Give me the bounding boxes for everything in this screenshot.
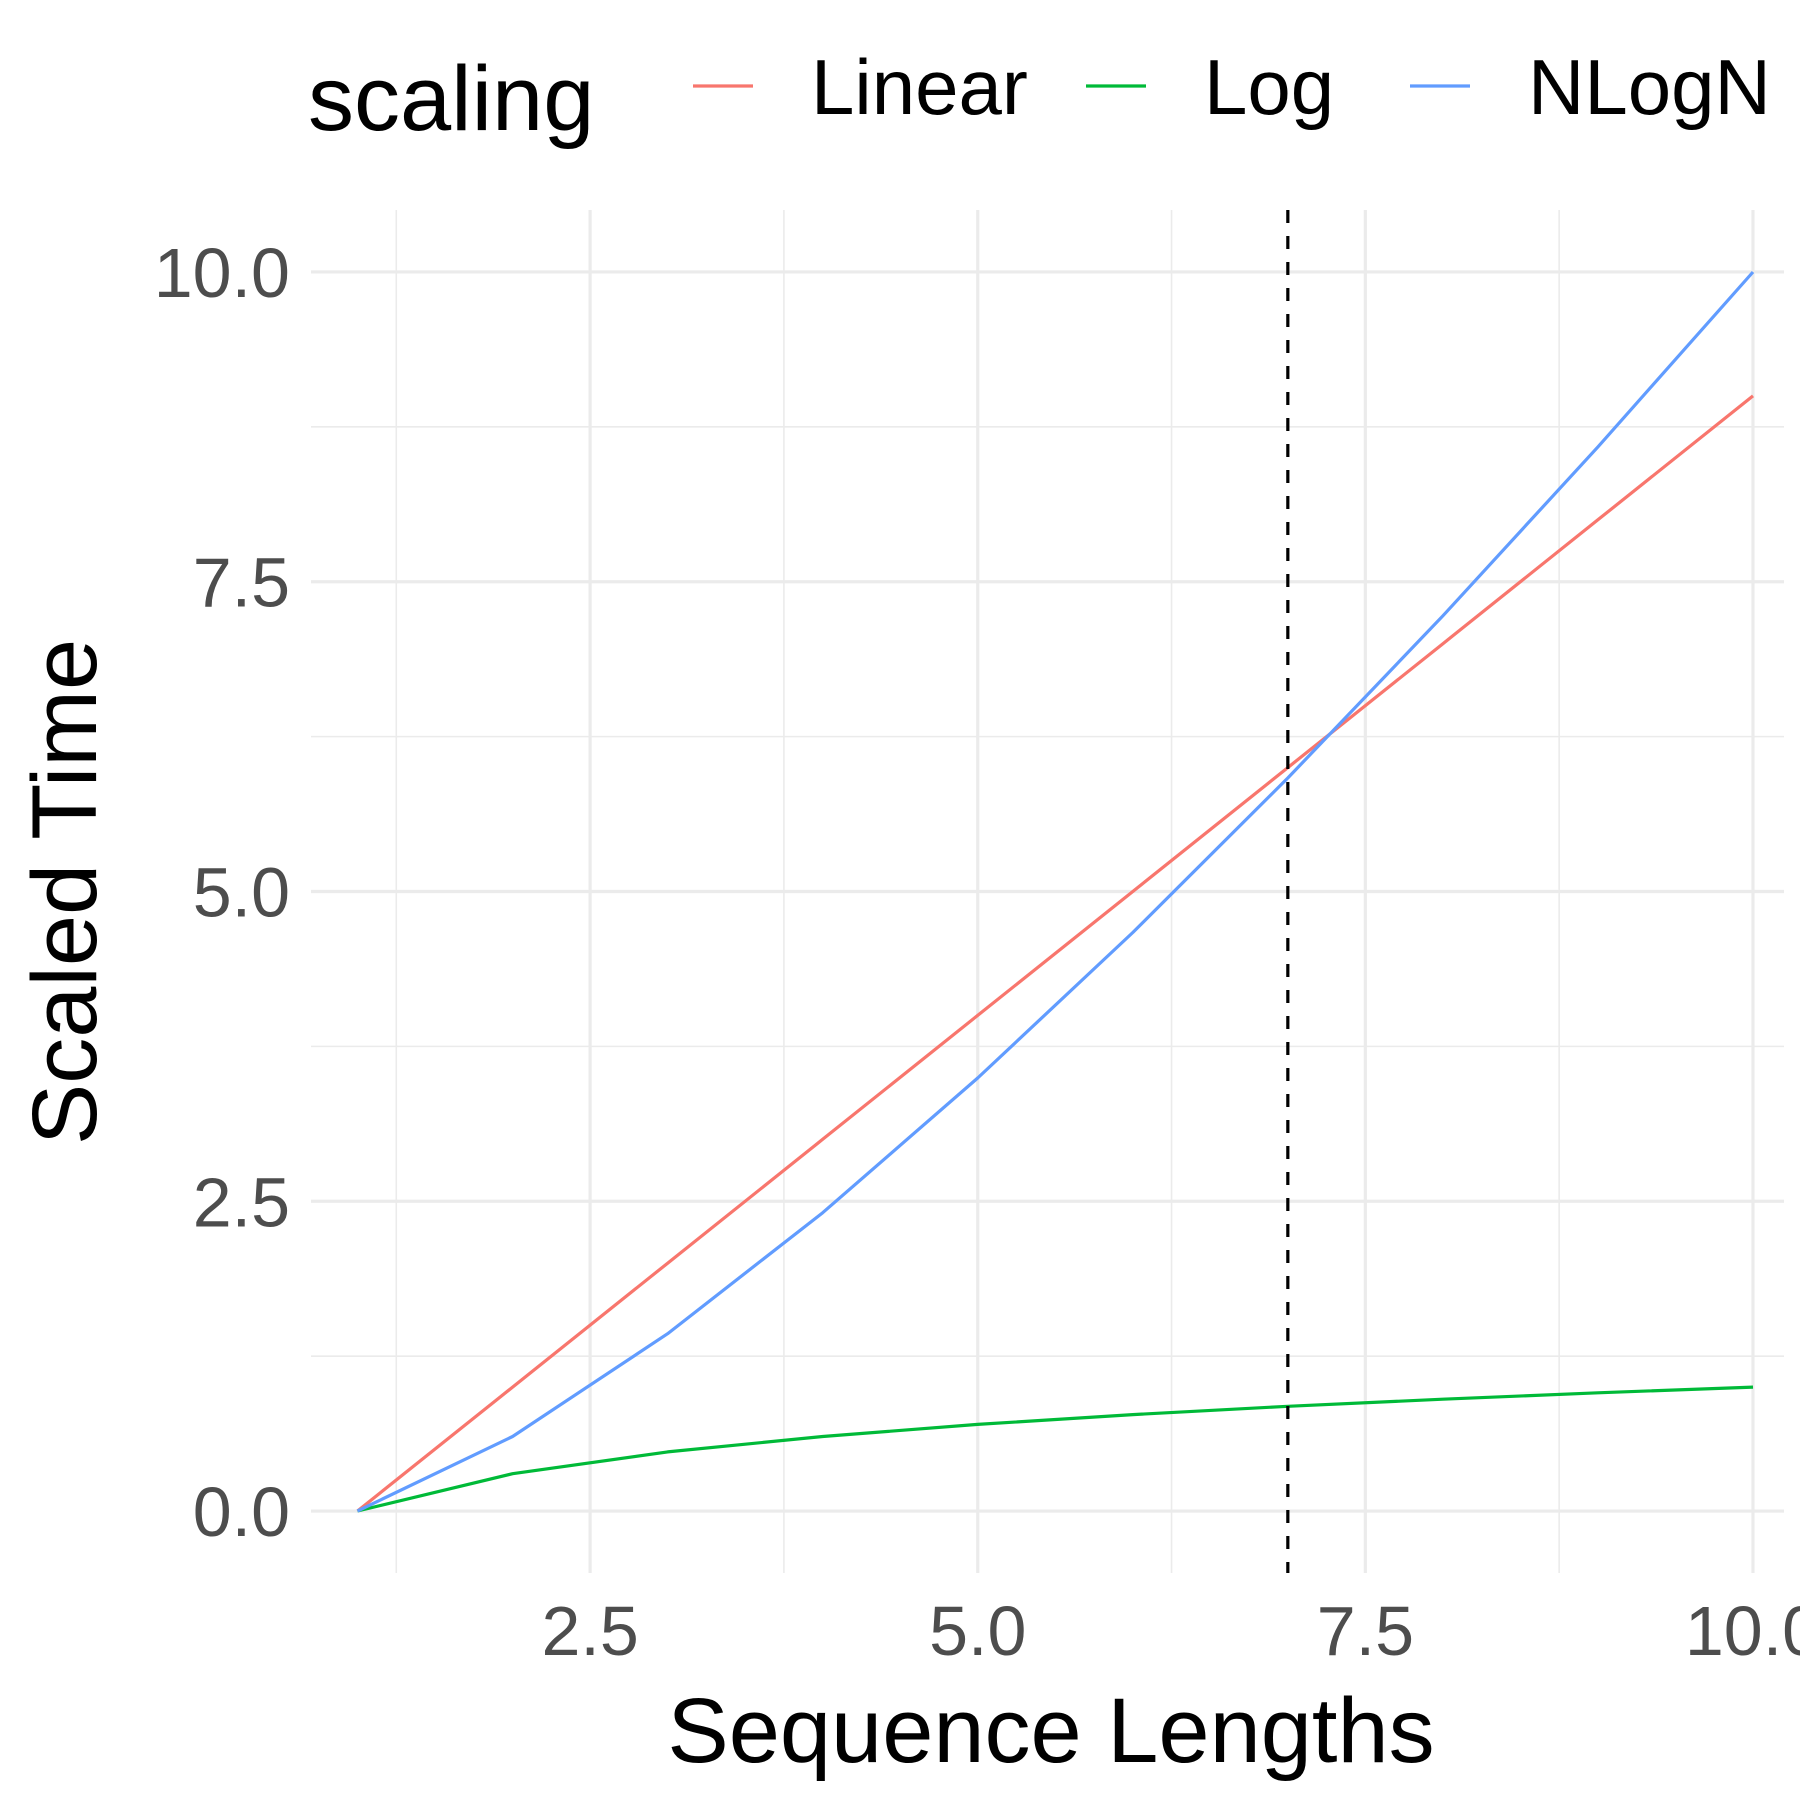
series-line-nlogn	[356, 270, 1755, 1513]
legend-label-log: Log	[1204, 43, 1334, 131]
legend: scaling Linear Log NLogN	[308, 43, 1771, 150]
x-tick-label: 7.5	[1317, 1592, 1414, 1670]
y-axis-ticks: 0.0 2.5 5.0 7.5 10.0	[154, 234, 290, 1551]
legend-entry-nlogn: NLogN	[1410, 43, 1771, 131]
x-axis-title: Sequence Lengths	[667, 1680, 1434, 1782]
legend-title: scaling	[308, 48, 594, 150]
y-tick-label: 5.0	[193, 854, 290, 932]
y-axis-title: Scaled Time	[14, 639, 116, 1145]
series-line-log	[357, 1385, 1754, 1513]
y-tick-label: 0.0	[193, 1473, 290, 1551]
grid	[311, 210, 1784, 1573]
x-axis-ticks: 2.5 5.0 7.5 10.0	[541, 1592, 1800, 1670]
series-lines	[356, 270, 1755, 1513]
x-tick-label: 2.5	[541, 1592, 638, 1670]
legend-entry-linear: Linear	[693, 43, 1028, 131]
y-tick-label: 10.0	[154, 234, 290, 312]
legend-entry-log: Log	[1086, 43, 1334, 131]
y-tick-label: 7.5	[193, 544, 290, 622]
legend-label-nlogn: NLogN	[1528, 43, 1771, 131]
legend-label-linear: Linear	[811, 43, 1028, 131]
series-line-linear	[356, 394, 1754, 1513]
y-tick-label: 2.5	[193, 1163, 290, 1241]
x-tick-label: 10.0	[1685, 1592, 1800, 1670]
x-tick-label: 5.0	[929, 1592, 1026, 1670]
